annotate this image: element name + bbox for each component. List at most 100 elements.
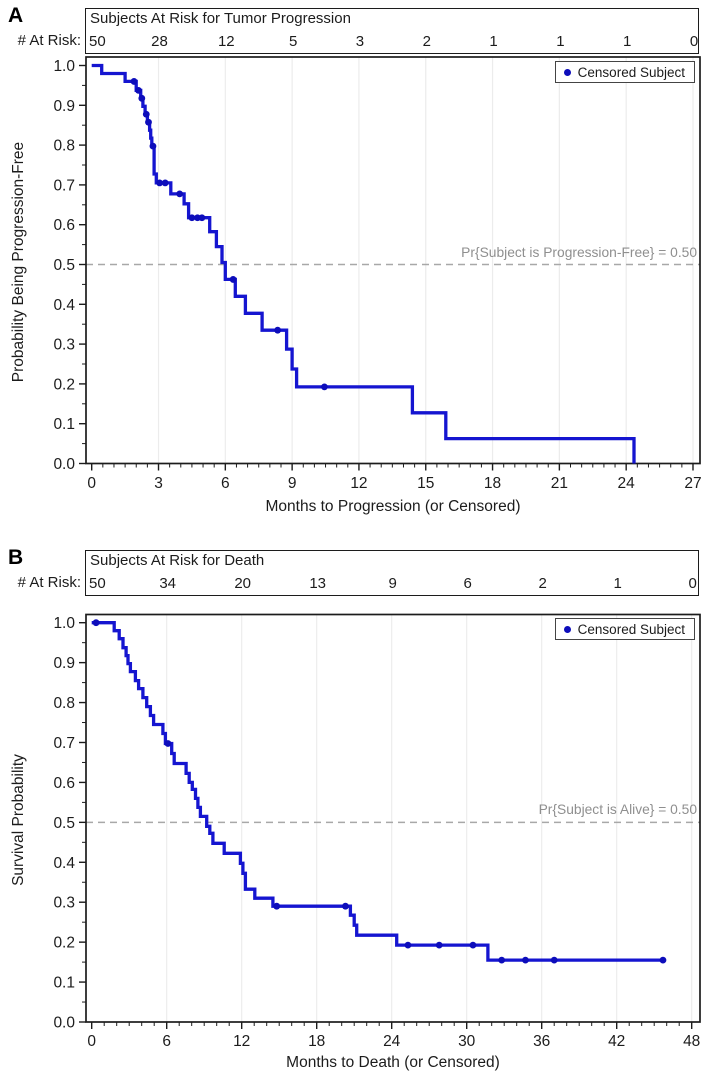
at-risk-count: 1 (613, 575, 622, 592)
y-tick-label: 0.0 (53, 1015, 75, 1032)
y-tick-label: 0.8 (53, 138, 75, 155)
plot-frame (85, 56, 701, 465)
x-tick-label: 42 (608, 1033, 625, 1050)
censor-dot (138, 94, 146, 102)
censor-dot (130, 78, 138, 85)
censor-dot (469, 941, 477, 949)
x-axis-title-b: Months to Death (or Censored) (286, 1054, 500, 1071)
ref-line-label-a: Pr{Subject is Progression-Free} = 0.50 (461, 244, 697, 260)
censor-dot (164, 740, 172, 747)
y-tick-label: 0.4 (53, 855, 75, 872)
legend-a: Censored Subject (554, 61, 695, 83)
at-risk-count: 20 (234, 575, 252, 592)
panel-a: A # At Risk: Subjects At Risk for Tumor … (8, 4, 702, 515)
x-tick-label: 15 (417, 475, 434, 492)
panel-b-letter: B (8, 546, 24, 569)
x-tick-label: 27 (684, 475, 701, 492)
censor-dot (142, 110, 150, 118)
censor-dot (188, 214, 196, 222)
censor-dot (145, 118, 152, 126)
y-axis-title-b: Survival Probability (10, 754, 27, 886)
censor-dot (273, 902, 281, 910)
km-plot-a: 0 3 6 9 12 15 18 21 24 27 0.0 0.1 0.2 0.3 0.4 0.5 0.6 0.7… (53, 56, 702, 492)
y-tick-label: 0.8 (53, 695, 75, 712)
censor-dot (435, 941, 443, 949)
censor-dot (550, 956, 558, 964)
x-tick-label: 0 (87, 1033, 96, 1050)
censor-dot (522, 956, 529, 964)
censor-dot (274, 326, 282, 334)
y-tick-label: 0.5 (53, 257, 75, 274)
at-risk-count: 1 (623, 33, 632, 50)
at-risk-count: 6 (463, 575, 472, 592)
censor-dot (176, 190, 184, 198)
y-tick-label: 0.6 (53, 217, 75, 234)
y-tick-label: 0.2 (53, 376, 75, 393)
at-risk-count: 2 (422, 33, 431, 50)
x-axis-title-a: Months to Progression (or Censored) (265, 498, 521, 515)
censor-dot (229, 276, 237, 283)
x-tick-label: 12 (350, 475, 367, 492)
at-risk-count: 1 (556, 33, 565, 50)
panel-b: B # At Risk: Subjects At Risk for Death … (0, 542, 706, 1083)
at-risk-count: 12 (217, 33, 235, 50)
x-tick-label: 18 (484, 475, 501, 492)
at-risk-count: 2 (538, 575, 547, 592)
y-tick-label: 0.1 (53, 975, 75, 992)
ref-line-label-b: Pr{Subject is Alive} = 0.50 (538, 802, 697, 818)
x-tick-label: 48 (683, 1033, 700, 1050)
y-tick-label: 0.3 (53, 337, 75, 354)
x-tick-label: 6 (162, 1033, 171, 1050)
at-risk-label-b: # At Risk: (17, 574, 81, 591)
at-risk-title-a: Subjects At Risk for Tumor Progression (90, 10, 351, 27)
y-tick-label: 0.6 (53, 775, 75, 792)
censored-marker-icon (563, 625, 571, 633)
x-tick-label: 36 (533, 1033, 550, 1050)
x-tick-label: 24 (383, 1033, 401, 1050)
y-tick-label: 0.1 (53, 416, 75, 433)
at-risk-count: 50 (89, 33, 106, 50)
km-curve (91, 621, 663, 962)
plot-frame (85, 613, 701, 1023)
legend-label-a: Censored Subject (577, 64, 685, 80)
y-tick-label: 0.3 (53, 895, 75, 912)
y-tick-label: 1.0 (53, 58, 75, 75)
y-tick-label: 0.4 (53, 297, 75, 314)
y-tick-label: 0.0 (53, 456, 75, 473)
y-tick-label: 0.9 (53, 98, 75, 115)
censor-dot (156, 179, 164, 187)
x-tick-label: 21 (551, 475, 568, 492)
censor-dot (321, 383, 328, 391)
at-risk-count: 50 (89, 575, 106, 592)
at-risk-box-b: Subjects At Risk for Death 50 34 20 13 9 6 2 1 0 (85, 550, 699, 596)
at-risk-count: 9 (388, 575, 397, 592)
censor-dot (135, 86, 142, 94)
at-risk-values-b: 50 34 20 13 9 6 2 1 0 (86, 551, 698, 595)
legend-b: Censored Subject (554, 618, 695, 640)
at-risk-values-a: 50 28 12 5 3 2 1 1 1 0 (86, 9, 698, 53)
y-tick-label: 0.5 (53, 815, 75, 832)
y-tick-label: 0.7 (53, 735, 75, 752)
at-risk-count: 28 (151, 33, 168, 50)
at-risk-count: 0 (689, 33, 699, 50)
at-risk-count: 3 (355, 33, 365, 50)
y-tick-label: 0.9 (53, 655, 75, 672)
x-tick-label: 0 (87, 475, 96, 492)
censor-dot (342, 902, 349, 910)
censor-dot (198, 214, 206, 222)
censor-dot (498, 956, 506, 964)
panel-a-letter: A (8, 4, 24, 27)
at-risk-count: 34 (159, 575, 177, 592)
censored-marker-icon (563, 68, 571, 76)
at-risk-count: 1 (489, 33, 498, 50)
censor-dot (404, 941, 412, 949)
x-tick-label: 6 (221, 475, 230, 492)
at-risk-label-a: # At Risk: (17, 32, 81, 49)
x-tick-label: 30 (458, 1033, 476, 1050)
x-tick-label: 18 (308, 1033, 325, 1050)
censor-dot (149, 142, 157, 150)
censor-dot (92, 619, 100, 627)
censor-dot (659, 956, 667, 964)
y-tick-label: 0.2 (53, 935, 75, 952)
